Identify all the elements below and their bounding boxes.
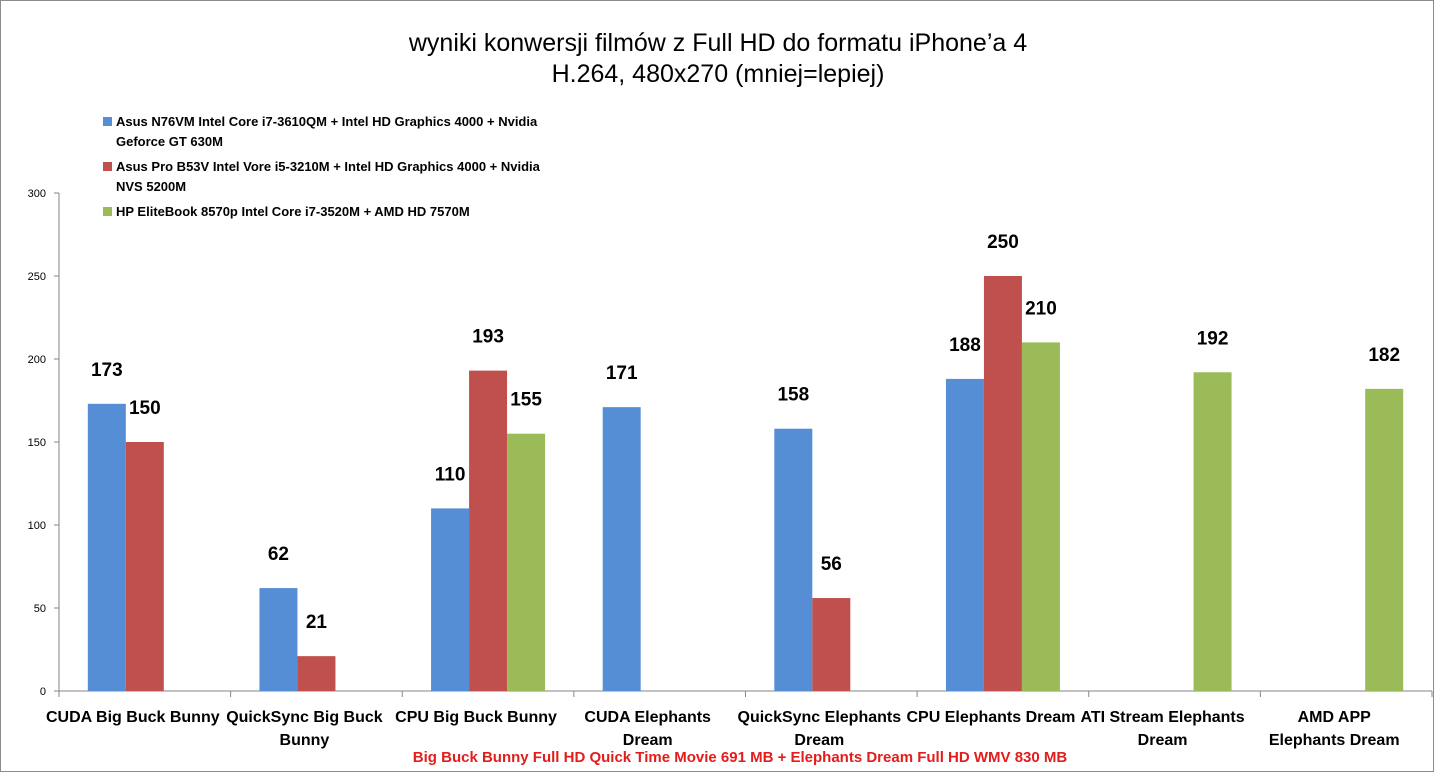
x-tick-label: QuickSync Elephants [738, 709, 902, 726]
y-tick-label: 100 [28, 520, 46, 532]
y-tick-label: 0 [40, 686, 46, 698]
data-label-series2-cat3: 193 [472, 327, 504, 348]
data-label-series3-cat3: 155 [510, 390, 542, 411]
x-tick-label: Dream [1138, 732, 1188, 749]
bar-series1-cat3 [431, 508, 470, 691]
bar-series2-cat6 [983, 276, 1022, 691]
y-tick-label: 200 [28, 354, 46, 366]
legend: Asus N76VM Intel Core i7-3610QM + Intel … [103, 112, 593, 227]
x-tick-label: Dream [623, 732, 673, 749]
y-tick-label: 250 [28, 271, 46, 283]
bar-series3-cat8 [1365, 388, 1404, 691]
legend-item-series1: Asus N76VM Intel Core i7-3610QM + Intel … [103, 112, 593, 152]
legend-label-series1-line1: Asus N76VM Intel Core i7-3610QM + Intel … [116, 114, 538, 129]
chart-footnote: Big Buck Bunny Full HD Quick Time Movie … [412, 749, 1068, 766]
data-label-series1-cat1: 173 [91, 360, 123, 381]
x-tick-label: CUDA Big Buck Bunny [46, 709, 220, 726]
bar-series2-cat1 [125, 442, 164, 691]
legend-label-series3-line1: HP EliteBook 8570p Intel Core i7-3520M +… [116, 204, 470, 219]
legend-label-series2-line2: NVS 5200M [116, 179, 187, 194]
legend-label-series2-line1: Asus Pro B53V Intel Vore i5-3210M + Inte… [116, 159, 540, 174]
bar-series2-cat3 [469, 370, 508, 691]
legend-swatch-series1 [103, 117, 112, 126]
data-label-series3-cat8: 182 [1368, 345, 1400, 366]
data-label-series1-cat6: 188 [949, 335, 981, 356]
legend-item-series2: Asus Pro B53V Intel Vore i5-3210M + Inte… [103, 157, 593, 197]
x-tick-label: Dream [794, 732, 844, 749]
bar-series1-cat1 [87, 403, 126, 691]
data-label-series1-cat4: 171 [606, 363, 638, 384]
data-label-series1-cat5: 158 [777, 385, 809, 406]
data-label-series2-cat1: 150 [129, 398, 161, 419]
data-label-series2-cat2: 21 [306, 612, 328, 633]
data-label-series2-cat6: 250 [987, 232, 1019, 253]
chart-title: wyniki konwersji filmów z Full HD do for… [0, 28, 1436, 90]
x-tick-label: Elephants Dream [1269, 732, 1400, 749]
legend-swatch-series3 [103, 207, 112, 216]
bar-series3-cat7 [1193, 372, 1232, 691]
data-label-series1-cat3: 110 [435, 464, 466, 485]
bar-series2-cat5 [812, 598, 851, 691]
bar-series1-cat5 [774, 428, 813, 691]
legend-swatch-series2 [103, 162, 112, 171]
legend-label-series1-line2: Geforce GT 630M [116, 134, 223, 149]
x-tick-label: AMD APP [1298, 709, 1372, 726]
bar-series3-cat3 [507, 433, 546, 691]
y-tick-label: 50 [34, 603, 46, 615]
data-label-series2-cat5: 56 [821, 554, 842, 575]
bar-series1-cat4 [602, 407, 641, 691]
x-tick-label: CPU Big Buck Bunny [395, 709, 557, 726]
x-tick-label: QuickSync Big Buck [226, 709, 383, 726]
legend-item-series3: HP EliteBook 8570p Intel Core i7-3520M +… [103, 202, 593, 222]
data-label-series1-cat2: 62 [268, 544, 289, 565]
y-tick-label: 300 [28, 188, 46, 200]
data-label-series3-cat7: 192 [1197, 328, 1229, 349]
x-tick-label: ATI Stream Elephants [1080, 709, 1244, 726]
y-tick-label: 150 [28, 437, 46, 449]
bar-series1-cat2 [259, 588, 298, 691]
data-label-series3-cat6: 210 [1025, 298, 1057, 319]
bar-series2-cat2 [297, 656, 336, 691]
chart-title-line1: wyniki konwersji filmów z Full HD do for… [408, 29, 1028, 57]
x-tick-label: Bunny [280, 732, 330, 749]
chart-title-line2: H.264, 480x270 (mniej=lepiej) [551, 60, 885, 88]
x-tick-label: CUDA Elephants [584, 709, 711, 726]
bar-series3-cat6 [1021, 342, 1060, 691]
x-tick-label: CPU Elephants Dream [906, 709, 1075, 726]
bar-series1-cat6 [945, 378, 984, 691]
